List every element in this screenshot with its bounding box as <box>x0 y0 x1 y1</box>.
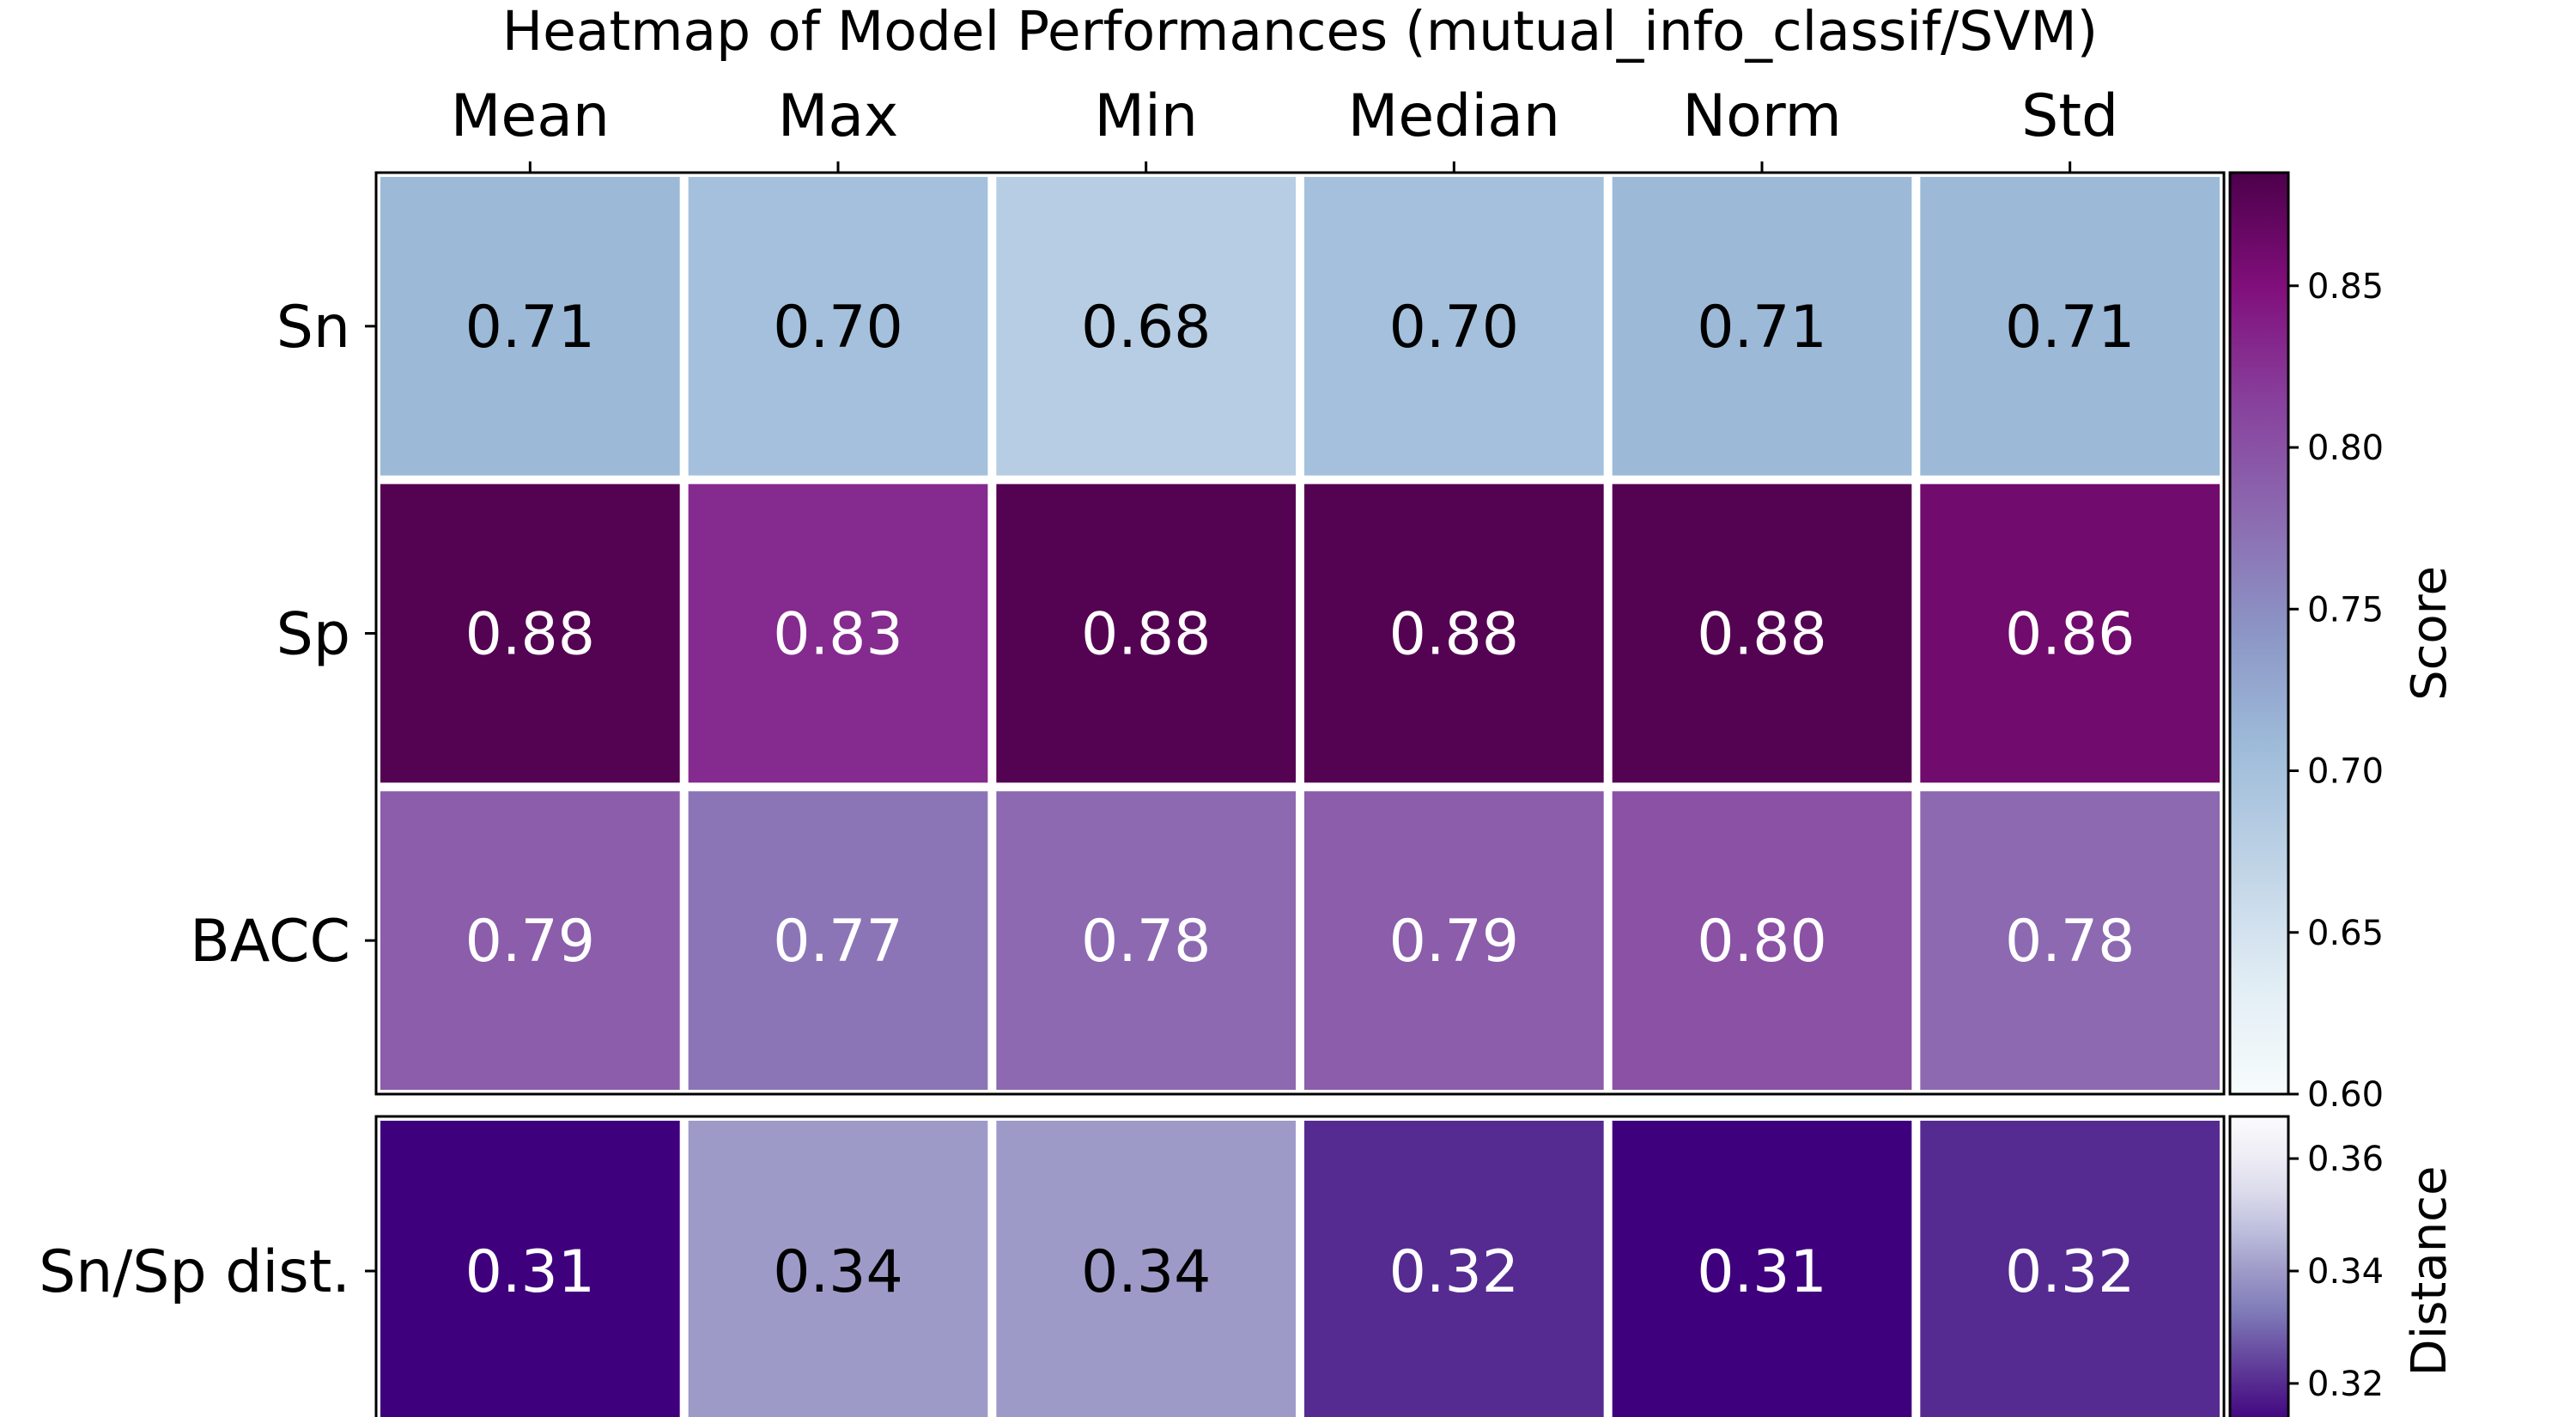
row-label-sn-sp-dist: Sn/Sp dist. <box>39 1238 350 1306</box>
column-label-min: Min <box>1094 82 1198 150</box>
heatmap-cell <box>688 483 988 783</box>
colorbar-tick-label: 0.34 <box>2307 1252 2384 1292</box>
colorbar-tick-label: 0.32 <box>2307 1365 2384 1404</box>
cell-value-label: 0.70 <box>773 294 902 362</box>
heatmap-cell <box>1920 483 2220 783</box>
column-label-median: Median <box>1348 82 1560 150</box>
main-heatmap-frame <box>374 171 2226 1096</box>
score-colorbar-label: Score <box>2402 566 2458 701</box>
heatmap-cell <box>996 1121 1296 1417</box>
heatmap-cell <box>688 791 988 1090</box>
heatmap-cell <box>1304 483 1604 783</box>
heatmap-cell <box>1612 791 1912 1090</box>
score-colorbar <box>2228 171 2290 1096</box>
cell-value-label: 0.31 <box>1697 1238 1826 1306</box>
heatmap-cell <box>1612 1121 1912 1417</box>
heatmap-cell <box>1304 177 1604 476</box>
heatmap-cell <box>996 177 1296 476</box>
cell-value-label: 0.71 <box>1697 294 1826 362</box>
heatmap-cell <box>380 177 680 476</box>
heatmap-cell <box>380 791 680 1090</box>
row-label-bacc: BACC <box>190 908 350 976</box>
cell-value-label: 0.79 <box>1389 908 1519 976</box>
distance-colorbar <box>2228 1115 2290 1417</box>
colorbar-tick-label: 0.36 <box>2307 1140 2384 1179</box>
heatmap-cell <box>996 483 1296 783</box>
colorbar-tick-label: 0.60 <box>2307 1075 2384 1115</box>
cell-value-label: 0.77 <box>773 908 902 976</box>
row-label-sp: Sp <box>276 601 350 669</box>
cell-value-label: 0.88 <box>1697 601 1826 669</box>
distance-colorbar-label: Distance <box>2402 1166 2458 1377</box>
chart-title: Heatmap of Model Performances (mutual_in… <box>502 0 2099 63</box>
cell-value-label: 0.70 <box>1389 294 1519 362</box>
cell-value-label: 0.80 <box>1697 908 1826 976</box>
heatmap-cell <box>1304 791 1604 1090</box>
heatmap-cell <box>380 1121 680 1417</box>
colorbar-tick-label: 0.80 <box>2307 429 2384 468</box>
distance-heatmap-frame <box>374 1115 2226 1417</box>
row-label-sn: Sn <box>276 294 350 362</box>
cell-value-label: 0.88 <box>465 601 595 669</box>
column-label-max: Max <box>778 82 899 150</box>
cell-value-label: 0.68 <box>1081 294 1211 362</box>
column-label-norm: Norm <box>1682 82 1841 150</box>
cell-value-label: 0.83 <box>773 601 902 669</box>
colorbar-tick-label: 0.85 <box>2307 267 2384 307</box>
heatmap-cell <box>380 483 680 783</box>
heatmap-cell <box>1920 177 2220 476</box>
colorbar-tick-label: 0.70 <box>2307 752 2384 792</box>
cell-value-label: 0.34 <box>773 1238 902 1306</box>
column-label-std: Std <box>2021 82 2118 150</box>
heatmap-cell <box>1612 177 1912 476</box>
cell-value-label: 0.31 <box>465 1238 595 1306</box>
colorbar-tick-label: 0.75 <box>2307 590 2384 629</box>
cell-value-label: 0.34 <box>1081 1238 1211 1306</box>
cell-value-label: 0.86 <box>2005 601 2135 669</box>
heatmap-cell <box>1920 1121 2220 1417</box>
heatmap-cell <box>1920 791 2220 1090</box>
cell-value-label: 0.71 <box>2005 294 2135 362</box>
column-label-mean: Mean <box>451 82 610 150</box>
cell-value-label: 0.78 <box>2005 908 2135 976</box>
cell-value-label: 0.32 <box>1389 1238 1519 1306</box>
heatmap-cell <box>1612 483 1912 783</box>
cell-value-label: 0.78 <box>1081 908 1211 976</box>
heatmap-cell <box>688 1121 988 1417</box>
colorbar-tick-label: 0.65 <box>2307 914 2384 953</box>
heatmap-cell <box>996 791 1296 1090</box>
heatmap-cell <box>1304 1121 1604 1417</box>
cell-value-label: 0.32 <box>2005 1238 2135 1306</box>
cell-value-label: 0.71 <box>465 294 595 362</box>
heatmap-cell <box>688 177 988 476</box>
cell-value-label: 0.79 <box>465 908 595 976</box>
cell-value-label: 0.88 <box>1081 601 1211 669</box>
cell-value-label: 0.88 <box>1389 601 1519 669</box>
